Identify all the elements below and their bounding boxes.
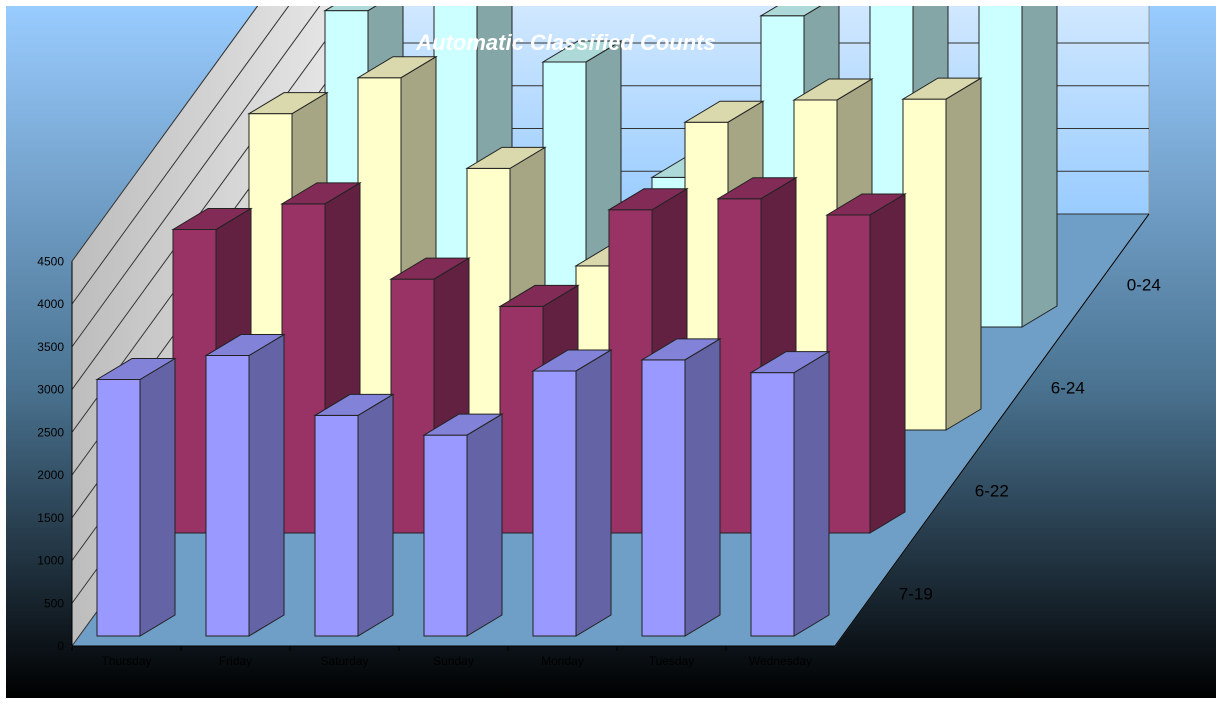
x-tick-label: Thursday	[101, 654, 151, 668]
series-label: 0-24	[1127, 275, 1161, 294]
bar-top	[498, 284, 580, 307]
bar-front	[205, 355, 250, 637]
chart-frame: 0 500 1000 1500 2000 2500 3000 3500 4000 4500 Thur…	[6, 6, 1216, 698]
bar-side	[793, 350, 830, 637]
y-tick-label: 2500	[37, 425, 64, 439]
bar-side	[357, 393, 394, 637]
x-tick-label: Sunday	[433, 654, 474, 668]
bar-front	[532, 370, 577, 637]
y-tick-label: 0	[57, 639, 64, 653]
series-label: 6-24	[1051, 378, 1085, 397]
x-tick-label: Monday	[541, 654, 584, 668]
gridline-side	[71, 6, 290, 305]
bar-top	[749, 351, 831, 374]
bar-top	[422, 413, 504, 436]
bar-front	[750, 372, 795, 637]
bar	[313, 393, 395, 637]
y-tick-label: 4500	[37, 254, 64, 268]
bar	[978, 6, 1058, 328]
bar-side	[945, 77, 982, 431]
bar	[901, 77, 983, 431]
bar-top	[171, 207, 253, 230]
bar-front	[641, 359, 686, 637]
gridline-side	[71, 6, 321, 348]
bar	[422, 413, 504, 637]
bar-top	[323, 6, 377, 12]
bar-top	[531, 349, 613, 372]
bar-top	[759, 6, 822, 17]
chart-title: Automatic Classified Counts	[415, 30, 715, 55]
bar-side	[139, 357, 176, 637]
chart: 0 500 1000 1500 2000 2500 3000 3500 4000 4500 Thur…	[6, 6, 1216, 698]
bar-top	[541, 40, 623, 63]
bar-side	[869, 193, 906, 534]
bar-front	[826, 214, 871, 534]
bar	[95, 357, 177, 637]
x-tick-label: Friday	[219, 654, 252, 668]
bar-side	[466, 413, 503, 637]
bar-top	[607, 188, 689, 211]
y-tick-label: 500	[44, 596, 64, 610]
bar-front	[96, 379, 141, 637]
depth-axis-line	[834, 213, 1150, 647]
bar-top	[716, 177, 798, 200]
bar-side	[575, 349, 612, 637]
bar	[204, 333, 286, 637]
bar-side	[248, 333, 285, 637]
bar	[640, 337, 722, 637]
bar-top	[901, 77, 983, 100]
bar-front	[978, 6, 1023, 328]
bar-side	[684, 337, 721, 637]
bar	[531, 349, 613, 637]
y-tick-label: 3000	[37, 383, 64, 397]
x-tick-label: Tuesday	[649, 654, 695, 668]
bar-top	[465, 146, 547, 169]
bar-top	[683, 100, 765, 123]
y-tick-label: 3500	[37, 340, 64, 354]
bar-top	[280, 182, 362, 205]
bar-top	[247, 92, 329, 115]
y-tick-label: 2000	[37, 468, 64, 482]
bar-side	[1021, 6, 1058, 328]
bar	[825, 193, 907, 534]
bar-top	[792, 78, 874, 101]
x-tick-label: Wednesday	[749, 654, 812, 668]
bar-front	[902, 98, 947, 431]
gridline-side	[71, 6, 259, 262]
bar-top	[640, 338, 722, 361]
bar-top	[389, 257, 471, 280]
bar-top	[95, 358, 177, 380]
bar-top	[313, 393, 395, 416]
y-tick-label: 1500	[37, 511, 64, 525]
bar-top	[356, 56, 438, 79]
bar-top	[204, 334, 286, 357]
bar	[749, 350, 831, 637]
bar-top	[825, 193, 907, 216]
x-tick-label: Saturday	[320, 654, 368, 668]
bar-front	[423, 434, 468, 637]
y-tick-label: 1000	[37, 554, 64, 568]
bar-front	[314, 414, 359, 637]
series-label: 7-19	[899, 584, 933, 603]
series-label: 6-22	[975, 481, 1009, 500]
y-tick-label: 4000	[37, 297, 64, 311]
